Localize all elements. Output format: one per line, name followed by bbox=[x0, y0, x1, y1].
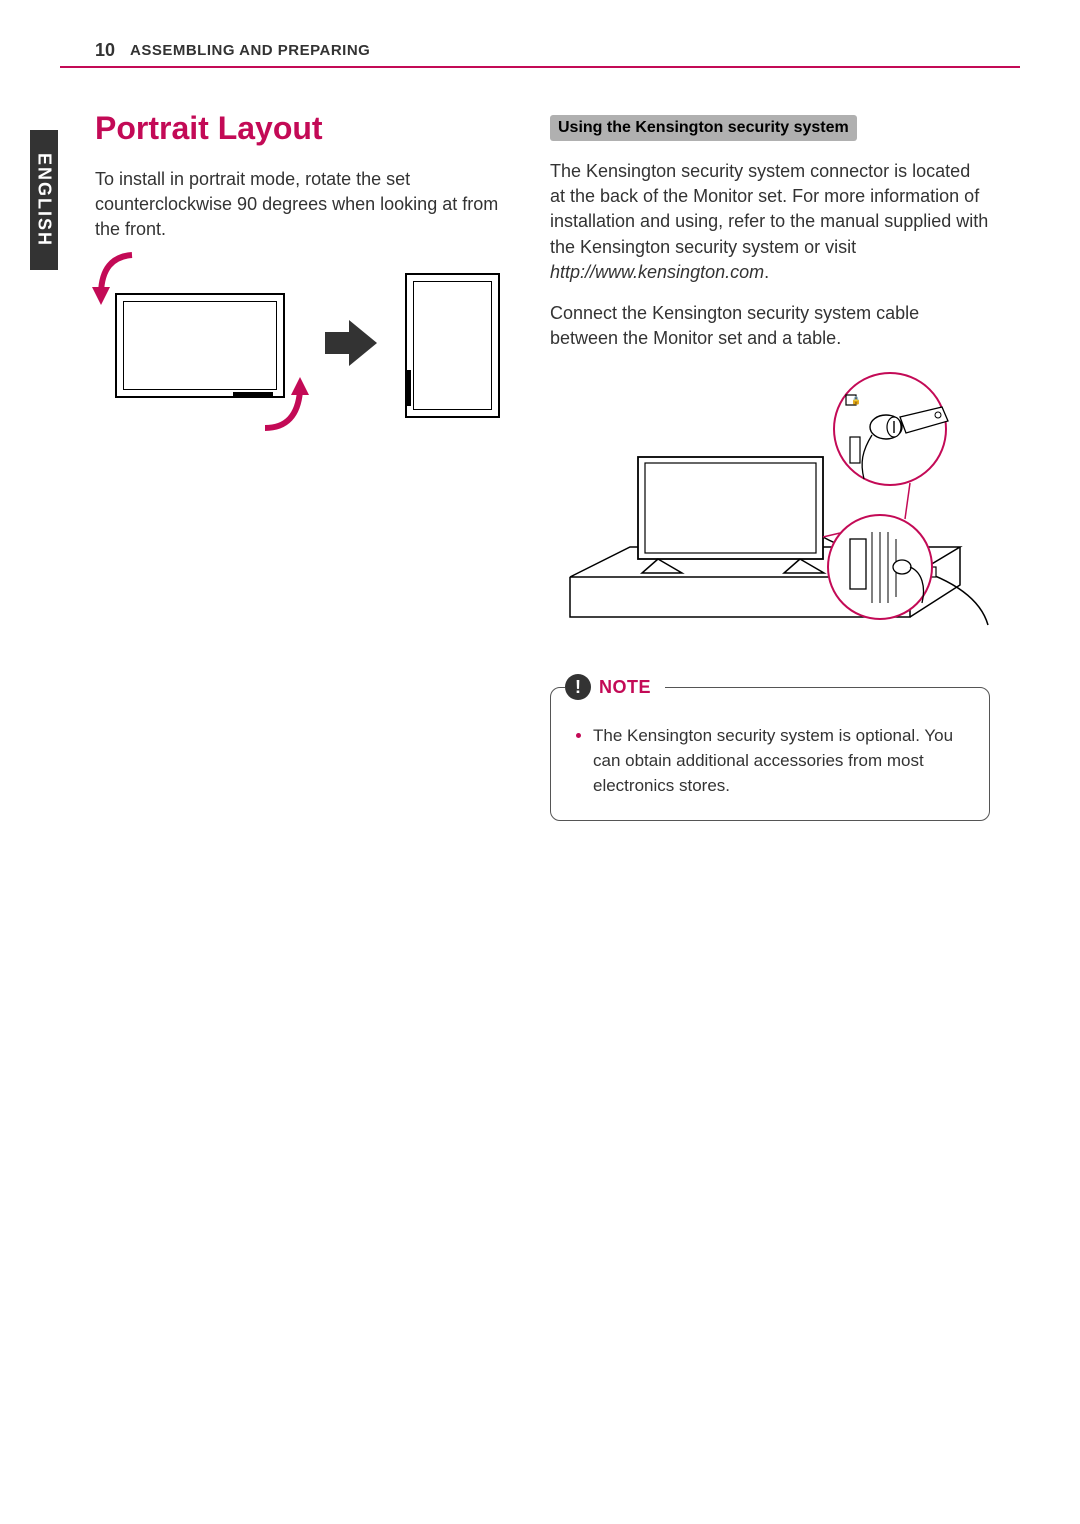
kensington-p1-pre: The Kensington security system connector… bbox=[550, 161, 988, 257]
header-section-title: ASSEMBLING AND PREPARING bbox=[130, 42, 370, 59]
header-rule bbox=[60, 66, 1020, 68]
kensington-url: http://www.kensington.com bbox=[550, 262, 764, 282]
page: 10 ASSEMBLING AND PREPARING ENGLISH Port… bbox=[0, 0, 1080, 1524]
note-box: ! NOTE The Kensington security system is… bbox=[550, 687, 990, 821]
note-header: ! NOTE bbox=[565, 674, 665, 700]
section-heading: Portrait Layout bbox=[95, 110, 500, 147]
right-arrow-icon bbox=[325, 318, 381, 368]
rotation-diagram bbox=[95, 263, 500, 443]
note-list-item: The Kensington security system is option… bbox=[593, 724, 967, 798]
note-exclamation-icon: ! bbox=[565, 674, 591, 700]
kensington-paragraph-1: The Kensington security system connector… bbox=[550, 159, 990, 285]
kensington-paragraph-2: Connect the Kensington security system c… bbox=[550, 301, 990, 351]
left-column: Portrait Layout To install in portrait m… bbox=[95, 110, 500, 443]
kensington-illustration: 🔒 bbox=[550, 367, 990, 657]
note-list: The Kensington security system is option… bbox=[573, 724, 967, 798]
note-label: NOTE bbox=[599, 677, 657, 698]
subheading-pill: Using the Kensington security system bbox=[550, 115, 857, 141]
portrait-monitor-icon bbox=[405, 273, 500, 418]
right-column: Using the Kensington security system The… bbox=[550, 115, 990, 821]
portrait-instruction-text: To install in portrait mode, rotate the … bbox=[95, 167, 500, 243]
language-tab-label: ENGLISH bbox=[34, 153, 55, 247]
language-tab: ENGLISH bbox=[30, 130, 58, 270]
kensington-p1-post: . bbox=[764, 262, 769, 282]
page-number: 10 bbox=[95, 40, 115, 61]
svg-text:🔒: 🔒 bbox=[851, 396, 861, 405]
curved-arrow-icon bbox=[255, 373, 325, 443]
